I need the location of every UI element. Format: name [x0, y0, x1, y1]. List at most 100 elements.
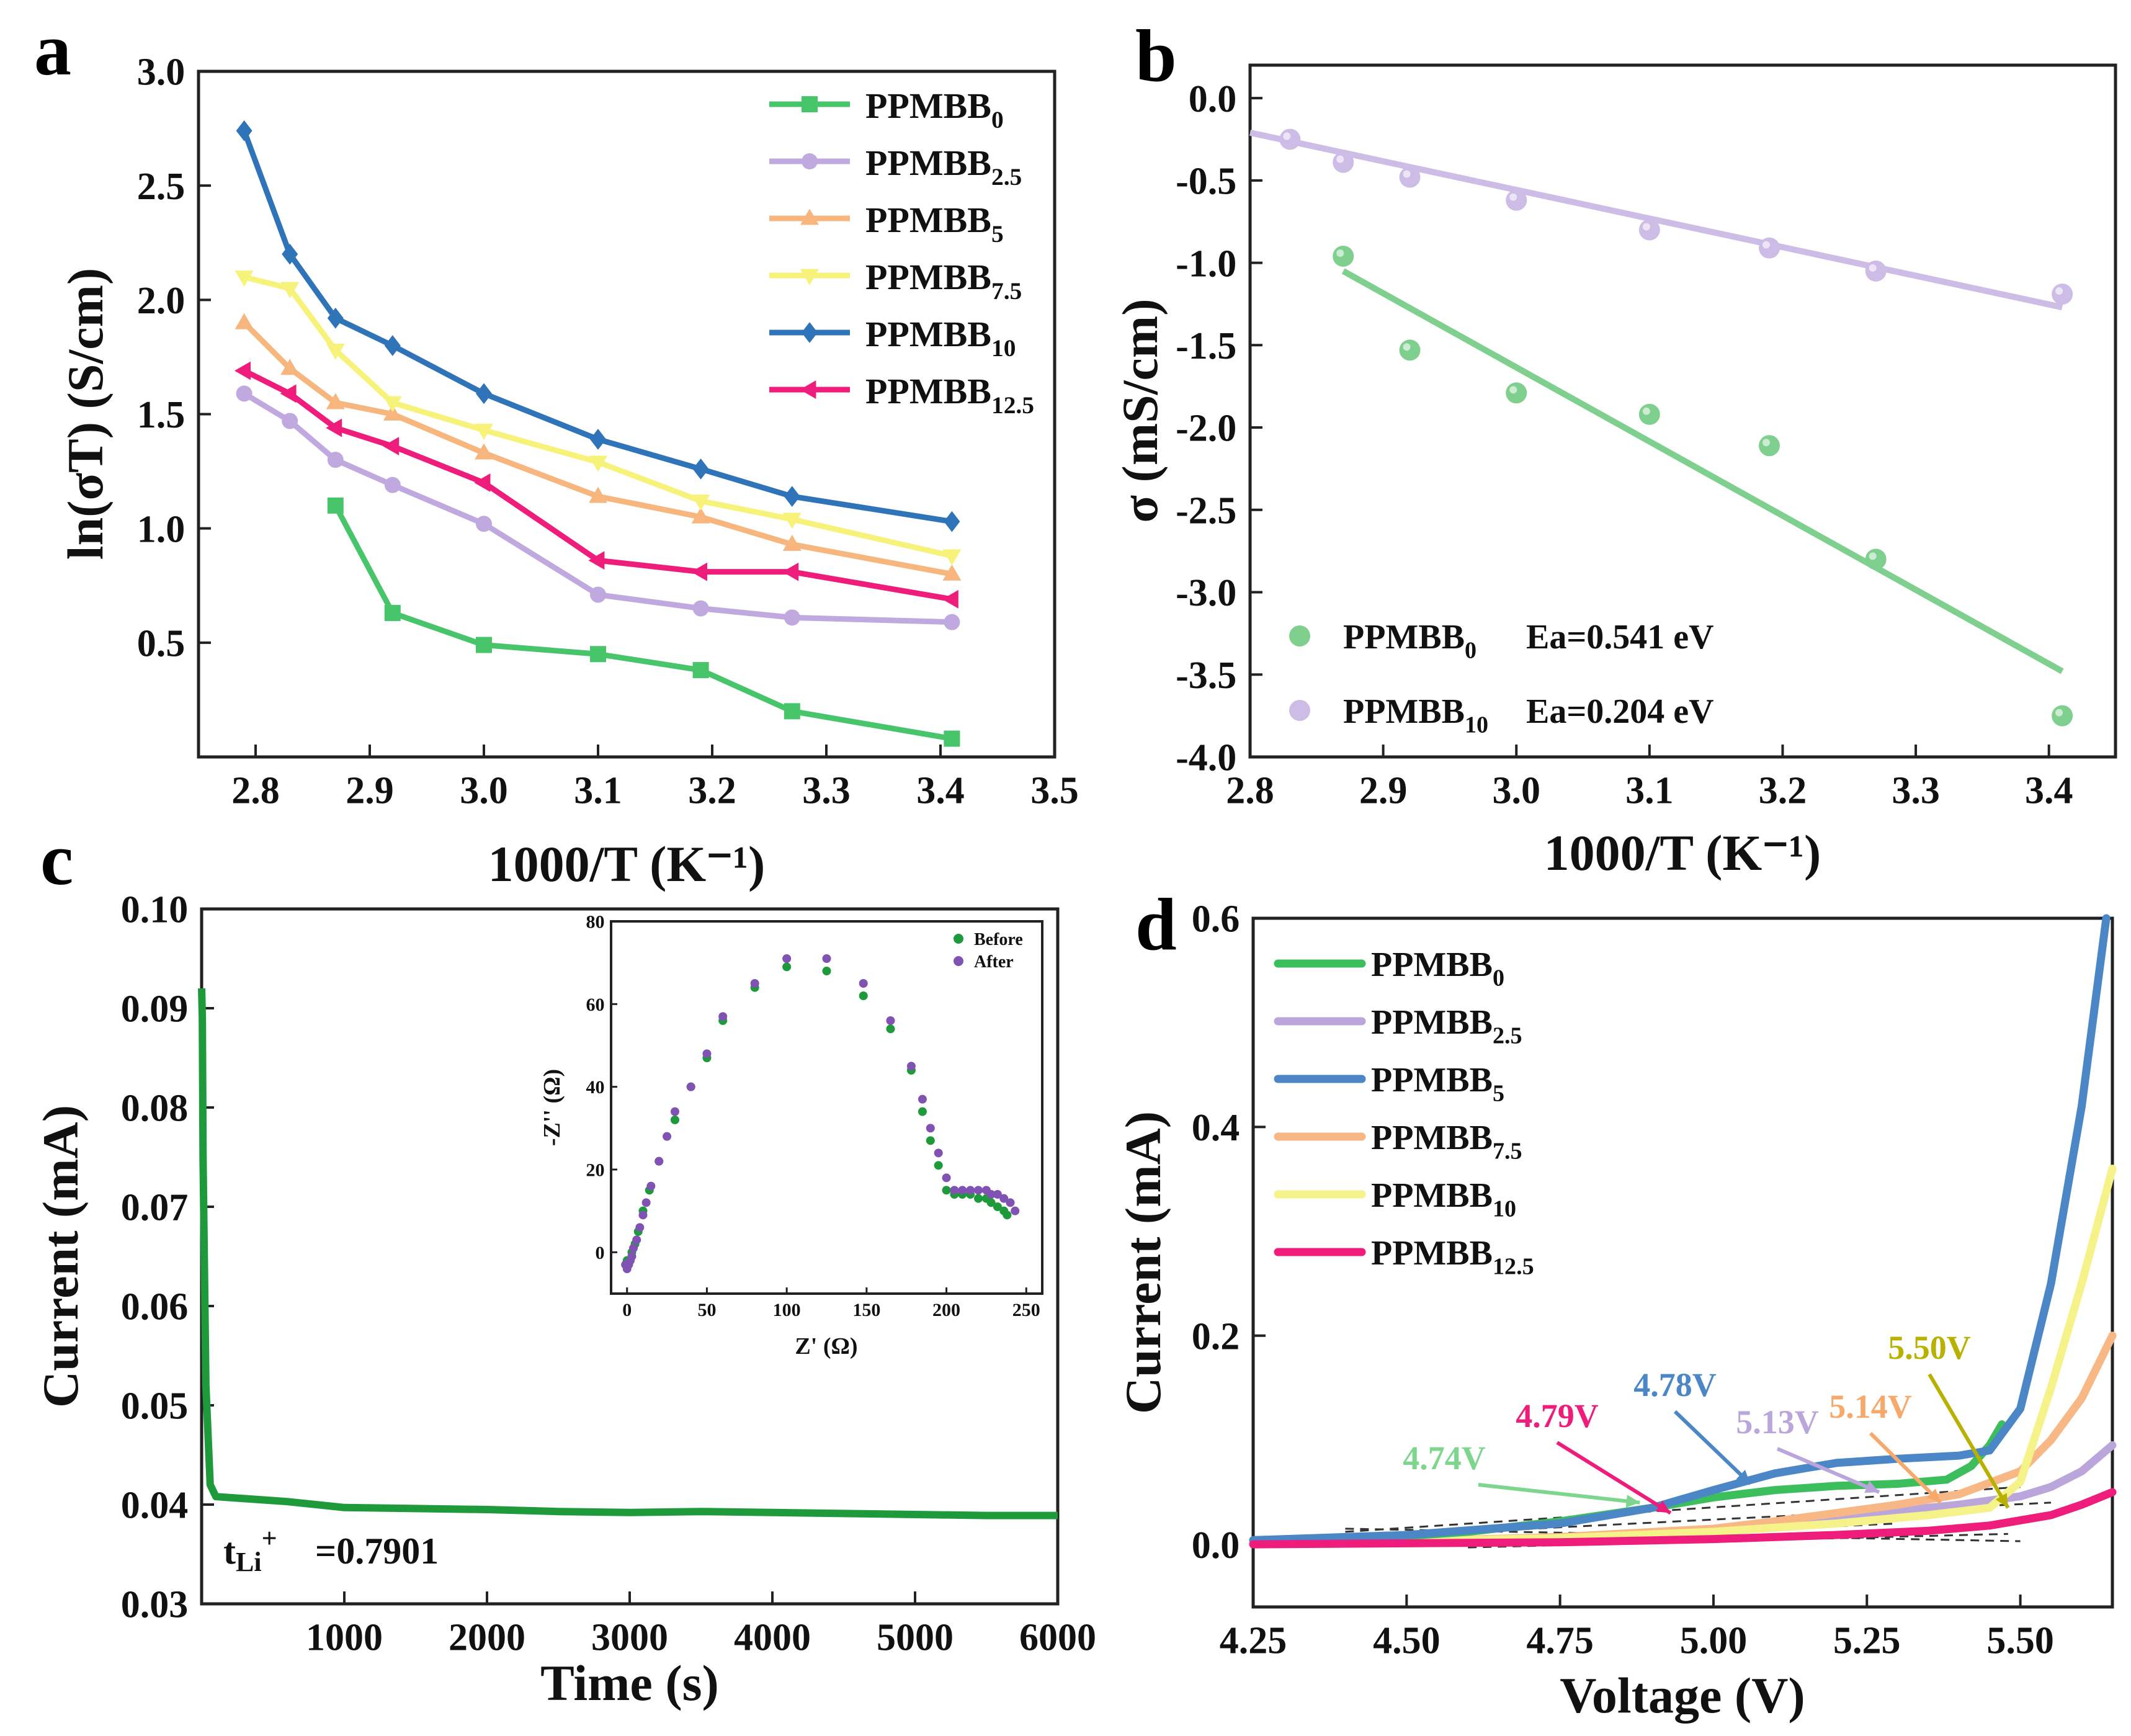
- data-point-10: [692, 459, 709, 480]
- panel-label-b: b: [1135, 14, 1177, 97]
- legend-name: PPMBB: [1371, 1234, 1493, 1273]
- legend-marker-0: [802, 96, 818, 112]
- data-point-0: [384, 604, 401, 621]
- data-point-5: [383, 404, 402, 421]
- eis-point-after: [627, 1252, 637, 1261]
- eis-point-after: [702, 1049, 712, 1058]
- x-tick-label-a: 3.3: [802, 769, 851, 812]
- data-point-10: [476, 383, 492, 405]
- y-tick-label-b: 0.0: [1189, 78, 1237, 120]
- x-tick-label-d: 4.75: [1526, 1619, 1594, 1662]
- data-point-7.5: [475, 423, 493, 440]
- onset-label: 4.79V: [1516, 1397, 1599, 1434]
- legend-subscript: 2.5: [991, 163, 1022, 190]
- data-point-highlight: [1336, 155, 1344, 163]
- data-point-10: [784, 486, 800, 507]
- y-tick-label-a: 0.5: [137, 623, 185, 665]
- x-axis-label-a: 1000/T (K⁻¹): [488, 836, 766, 892]
- onset-arrow: [1928, 1373, 2010, 1509]
- data-point-highlight: [1403, 170, 1411, 178]
- y-tick-label-c: 0.05: [121, 1385, 189, 1428]
- data-point-highlight: [1642, 407, 1650, 415]
- tangent-guide: [1345, 1486, 2021, 1533]
- data-point-5: [326, 393, 345, 409]
- data-point-2.5: [692, 600, 709, 617]
- legend-label-7.5: PPMBB7.5: [865, 257, 1022, 305]
- eis-point-before: [993, 1202, 1002, 1211]
- y-tick-label-b: -3.0: [1176, 572, 1236, 614]
- y-axis-label-a: ln(σT) (S/cm): [57, 268, 114, 560]
- data-point-10: [944, 511, 960, 532]
- eis-point-after: [859, 979, 868, 988]
- legend-label-2.5: PPMBB2.5: [1371, 1003, 1522, 1049]
- plot-area-c: 1000 2000 3000 4000 5000 60000.030.040.050.06…: [121, 889, 1096, 1659]
- y-tick-label-c: 0.07: [121, 1187, 189, 1229]
- x-tick-label-d: 5.25: [1833, 1619, 1901, 1662]
- y-tick-label-b: -3.5: [1176, 655, 1236, 697]
- y-tick-label-b: -0.5: [1176, 161, 1236, 203]
- data-point-12.5: [942, 589, 958, 609]
- data-point-highlight: [1762, 241, 1770, 249]
- legend-name: PPMBB: [865, 143, 991, 183]
- data-point-5: [782, 534, 802, 551]
- data-point-10: [236, 120, 252, 141]
- x-tick-label-c: 6000: [1019, 1616, 1096, 1658]
- legend-label-0: PPMBB0: [1343, 618, 1477, 664]
- data-point-0: [476, 637, 492, 653]
- y-tick-label-b: -1.0: [1176, 243, 1236, 285]
- data-point-12.5: [474, 473, 491, 492]
- legend-subscript: 5: [991, 220, 1004, 248]
- legend-label-2.5: PPMBB2.5: [865, 143, 1022, 190]
- data-point-7.5: [782, 512, 802, 529]
- eis-point-after: [663, 1132, 672, 1141]
- eis-point-after: [654, 1157, 664, 1166]
- eis-point-after: [641, 1198, 651, 1207]
- onset-arrowhead: [1736, 1470, 1751, 1484]
- data-point-2.5: [236, 385, 252, 402]
- plot-frame-d: [1251, 916, 2114, 1609]
- eis-point-after: [942, 1173, 951, 1183]
- onset-arrow: [1673, 1410, 1752, 1485]
- x-tick-label-c-inset: 200: [932, 1300, 960, 1320]
- legend-label-before: Before: [974, 930, 1023, 949]
- onset-label: 5.14V: [1829, 1388, 1912, 1425]
- data-point-highlight: [1869, 552, 1877, 560]
- legend-label-5: PPMBB5: [1371, 1061, 1504, 1107]
- data-point-0: [2052, 705, 2073, 727]
- eis-point-after: [958, 1186, 967, 1195]
- data-point-2.5: [784, 609, 800, 626]
- data-point-7.5: [383, 396, 402, 413]
- data-point-12.5: [280, 384, 297, 403]
- y-axis-label-c: Current (mA): [32, 1105, 89, 1408]
- data-point-0: [1865, 548, 1887, 570]
- eis-point-after: [950, 1186, 959, 1195]
- x-tick-label-c-inset: 50: [697, 1300, 716, 1320]
- data-point-0: [1638, 403, 1660, 425]
- eis-point-after: [750, 979, 759, 988]
- legend-note-0: Ea=0.541 eV: [1526, 618, 1714, 656]
- onset-label: 5.13V: [1736, 1403, 1819, 1441]
- data-point-7.5: [235, 271, 254, 287]
- legend-label-5: PPMBB5: [865, 200, 1004, 248]
- series-line-5: [1249, 914, 2111, 1544]
- eis-point-after: [629, 1243, 638, 1253]
- series-line-12.5: [1249, 1488, 2117, 1549]
- data-point-highlight: [2055, 287, 2063, 295]
- legend-marker-before: [954, 934, 963, 944]
- data-point-7.5: [691, 494, 710, 511]
- onset-label: 4.78V: [1633, 1366, 1717, 1403]
- legend-name: PPMBB: [1371, 1061, 1493, 1099]
- eis-point-after: [646, 1181, 656, 1191]
- legend-name: PPMBB: [1343, 692, 1465, 731]
- y-tick-label-c: 0.04: [121, 1485, 189, 1527]
- legend-subscript: 10: [991, 334, 1016, 362]
- y-tick-label-b: -4.0: [1176, 737, 1236, 779]
- legend-label-0: PPMBB0: [865, 86, 1004, 133]
- eis-point-after: [993, 1190, 1002, 1199]
- x-tick-label-a: 2.9: [346, 769, 394, 812]
- data-point-12.5: [235, 361, 251, 380]
- eis-point-after: [638, 1210, 648, 1220]
- y-tick-label-c-inset: 0: [596, 1243, 605, 1263]
- data-point-10: [1506, 189, 1527, 211]
